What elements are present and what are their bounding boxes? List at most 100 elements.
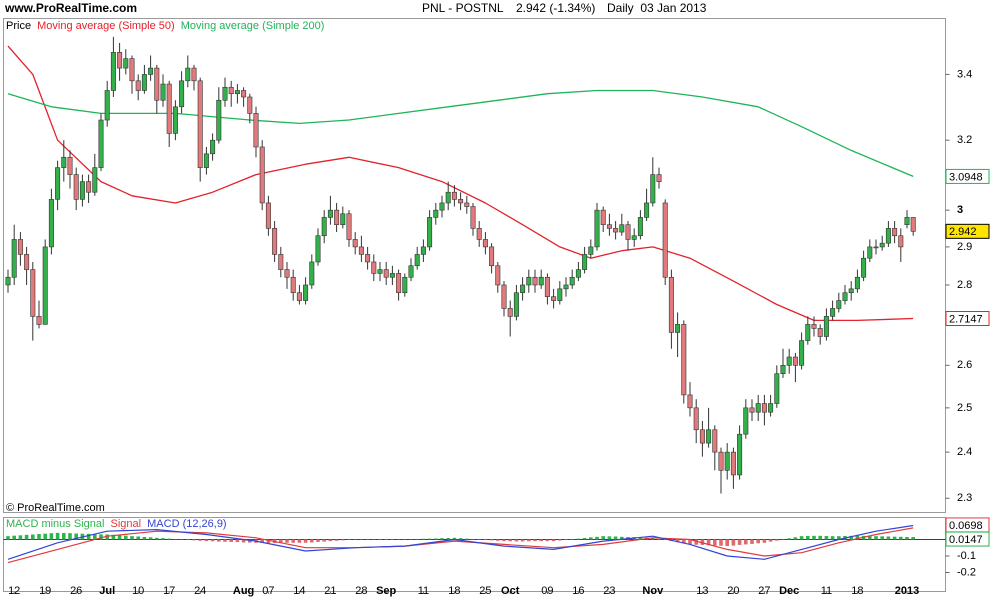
histogram-bar xyxy=(260,539,264,543)
candle-body xyxy=(600,209,606,226)
candle-body xyxy=(799,340,805,366)
candle-body xyxy=(861,257,867,278)
histogram-bar xyxy=(706,539,711,546)
candle-body xyxy=(110,52,116,91)
histogram-bar xyxy=(136,536,140,540)
histogram-bar xyxy=(18,535,23,540)
candle-body xyxy=(420,246,426,255)
histogram-bar xyxy=(750,539,754,544)
histogram-bar xyxy=(192,539,196,541)
value-tag xyxy=(945,168,990,184)
candle-body xyxy=(427,217,433,248)
histogram-bar xyxy=(415,538,419,540)
candle-body xyxy=(792,356,798,366)
x-tick-label: Oct xyxy=(501,585,520,597)
histogram-bar xyxy=(93,534,97,540)
histogram-bar xyxy=(502,539,506,542)
x-tick-label: 21 xyxy=(324,585,336,597)
y-tick-label: 2.6 xyxy=(957,359,972,371)
histogram-bar xyxy=(601,536,605,540)
histogram-bar xyxy=(471,538,475,540)
candle-body xyxy=(135,80,141,91)
candle-body xyxy=(631,235,637,240)
histogram-bar xyxy=(830,536,835,540)
candle-body xyxy=(185,67,191,82)
value-tag xyxy=(945,223,990,239)
histogram-bar xyxy=(899,536,903,540)
candle-body xyxy=(892,228,898,237)
candle-body xyxy=(836,300,842,309)
candle-body xyxy=(222,86,228,101)
histogram-bar xyxy=(824,536,829,540)
legend-entry: MACD (12,26,9) xyxy=(147,518,226,530)
candle-body xyxy=(582,254,588,270)
candle-body xyxy=(687,394,693,409)
y-tick-label: 3.2 xyxy=(957,134,972,146)
candle-body xyxy=(265,202,271,229)
x-tick-label: 25 xyxy=(479,585,491,597)
x-tick-label: 14 xyxy=(293,585,305,597)
histogram-bar xyxy=(353,539,357,540)
histogram-bar xyxy=(403,539,407,540)
histogram-bar xyxy=(564,539,568,540)
candle-body xyxy=(48,199,54,248)
x-tick-label: 2013 xyxy=(895,585,919,597)
candle-body xyxy=(253,113,259,148)
x-tick-label: 18 xyxy=(448,585,460,597)
histogram-bar xyxy=(713,539,717,546)
candle-body xyxy=(129,58,135,82)
histogram-bar xyxy=(508,539,512,542)
candle-body xyxy=(743,407,749,435)
histogram-bar xyxy=(130,536,134,540)
candle-body xyxy=(532,276,538,286)
histogram-bar xyxy=(24,534,29,540)
histogram-bar xyxy=(768,539,773,542)
candle-body xyxy=(203,153,209,168)
histogram-bar xyxy=(427,538,432,540)
y-tick-label: 2.3 xyxy=(957,492,972,504)
histogram-bar xyxy=(880,536,884,540)
candle-body xyxy=(365,254,371,263)
candle-body xyxy=(557,288,563,301)
candle-body xyxy=(290,276,296,294)
legend-entry: MACD minus Signal xyxy=(6,518,104,530)
histogram-bar xyxy=(651,537,655,540)
candle-body xyxy=(160,83,166,101)
histogram-bar xyxy=(55,532,60,540)
histogram-bar xyxy=(911,537,915,540)
y-tick-label: 2.4 xyxy=(957,446,972,458)
histogram-bar xyxy=(849,535,853,540)
candle-body xyxy=(55,167,61,200)
candle-body xyxy=(303,284,309,301)
candle-body xyxy=(780,365,786,374)
candle-body xyxy=(755,403,761,413)
histogram-bar xyxy=(868,536,872,540)
histogram-bar xyxy=(756,539,760,544)
candle-body xyxy=(241,90,247,98)
candle-body xyxy=(805,324,811,341)
histogram-bar xyxy=(793,537,798,540)
candle-body xyxy=(613,228,619,233)
histogram-bar xyxy=(384,539,388,540)
histogram-bar xyxy=(105,534,109,540)
y-tick-label: 2.8 xyxy=(957,279,972,291)
histogram-bar xyxy=(328,539,333,542)
value-tag-label: 0.0698 xyxy=(949,520,983,532)
candle-body xyxy=(5,276,11,286)
candle-body xyxy=(154,67,160,101)
candle-body xyxy=(712,429,718,453)
candle-body xyxy=(644,202,650,218)
candle-body xyxy=(786,356,792,366)
legend-entry: Moving average (Simple 50) xyxy=(37,20,175,32)
histogram-bar xyxy=(744,539,748,545)
histogram-bar xyxy=(440,538,444,540)
candle-body xyxy=(774,373,780,404)
candle-body xyxy=(408,265,414,278)
y-tick-label: 3 xyxy=(957,204,963,216)
candle-body xyxy=(749,407,755,413)
histogram-bar xyxy=(434,538,438,540)
price-legend: Price Moving average (Simple 50) Moving … xyxy=(6,20,324,32)
histogram-bar xyxy=(6,536,10,540)
histogram-bar xyxy=(688,539,692,545)
candle-body xyxy=(327,209,333,218)
